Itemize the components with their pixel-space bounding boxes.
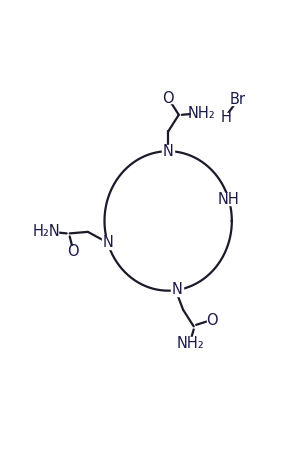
Bar bbox=[220, 193, 237, 206]
Bar bbox=[102, 237, 114, 248]
Text: NH₂: NH₂ bbox=[177, 336, 204, 350]
Bar bbox=[162, 145, 174, 157]
Bar bbox=[222, 113, 230, 123]
Text: H₂N: H₂N bbox=[33, 224, 61, 239]
Text: Br: Br bbox=[230, 92, 246, 107]
Text: NH: NH bbox=[218, 192, 240, 207]
Bar bbox=[207, 315, 217, 326]
Bar bbox=[180, 337, 201, 349]
Text: N: N bbox=[102, 235, 113, 250]
Bar bbox=[35, 226, 58, 237]
Text: NH₂: NH₂ bbox=[188, 106, 215, 121]
Bar bbox=[67, 246, 78, 257]
Text: N: N bbox=[163, 144, 174, 159]
Bar bbox=[232, 94, 244, 105]
Text: N: N bbox=[172, 282, 182, 297]
Text: O: O bbox=[206, 313, 218, 328]
Text: O: O bbox=[67, 244, 79, 259]
Text: H: H bbox=[220, 110, 231, 125]
Bar bbox=[191, 108, 212, 119]
Bar bbox=[171, 284, 183, 296]
Bar bbox=[163, 93, 174, 104]
Text: O: O bbox=[162, 91, 174, 106]
